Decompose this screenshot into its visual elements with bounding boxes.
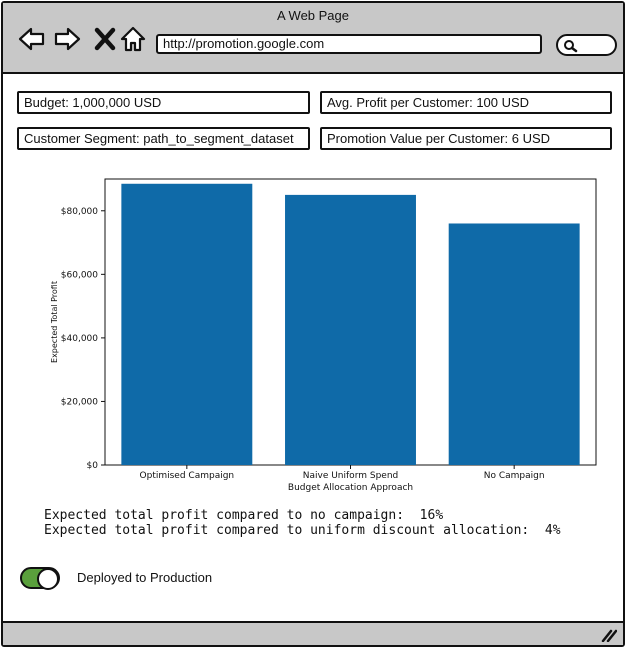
avg-profit-field: Avg. Profit per Customer: 100 USD <box>320 91 612 114</box>
back-icon[interactable] <box>17 25 45 53</box>
bar <box>121 183 253 465</box>
deployment-toggle[interactable] <box>20 567 60 590</box>
bar <box>285 194 416 465</box>
close-icon[interactable] <box>91 25 119 53</box>
home-icon[interactable] <box>119 25 147 53</box>
summary-text: Expected total profit compared to no cam… <box>44 508 561 538</box>
y-tick-label: $20,000 <box>61 397 98 407</box>
search-input[interactable] <box>556 34 617 56</box>
promotion-value-field: Promotion Value per Customer: 6 USD <box>320 127 612 150</box>
y-tick-label: $60,000 <box>61 270 98 280</box>
y-tick-label: $0 <box>87 461 99 471</box>
browser-toolbar: A Web Page http://promotion.google.com <box>3 3 623 74</box>
x-tick-label: Naive Uniform Spend <box>303 471 399 481</box>
x-tick-label: Optimised Campaign <box>140 471 235 481</box>
toggle-knob <box>37 568 59 590</box>
search-icon <box>564 40 578 53</box>
deployment-label: Deployed to Production <box>77 570 213 585</box>
page-title: A Web Page <box>276 8 350 23</box>
x-tick-label: No Campaign <box>484 471 545 481</box>
y-axis-label: Expected Total Profit <box>50 281 59 363</box>
customer-segment-field: Customer Segment: path_to_segment_datase… <box>17 127 310 150</box>
url-input[interactable]: http://promotion.google.com <box>156 34 542 54</box>
summary-line-uniform: Expected total profit compared to unifor… <box>44 523 561 538</box>
x-axis-label: Budget Allocation Approach <box>288 483 413 493</box>
bar <box>448 223 580 465</box>
y-tick-label: $40,000 <box>61 334 98 344</box>
y-tick-label: $80,000 <box>61 207 98 217</box>
forward-icon[interactable] <box>54 25 82 53</box>
resize-grip-icon[interactable] <box>601 628 617 642</box>
summary-line-no-campaign: Expected total profit compared to no cam… <box>44 508 444 523</box>
profit-bar-chart: $0 $20,000 $40,000 $60,000 $80,000 Optimised … <box>50 178 597 493</box>
status-bar <box>3 621 623 645</box>
budget-field: Budget: 1,000,000 USD <box>17 91 310 114</box>
